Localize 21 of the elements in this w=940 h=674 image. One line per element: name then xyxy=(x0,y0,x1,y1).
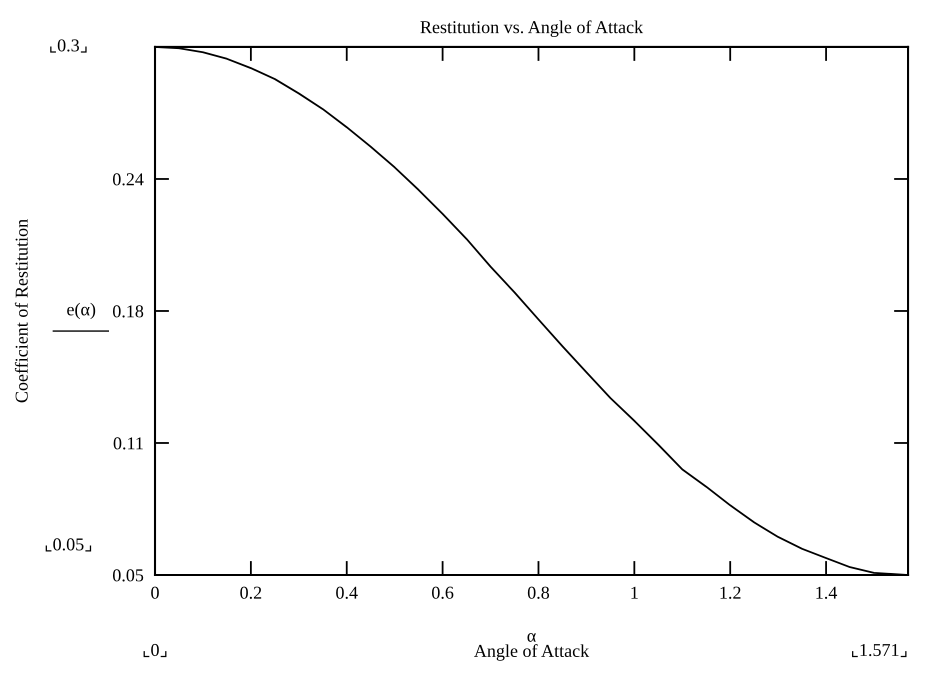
text: ⌞0.3⌟ xyxy=(50,39,87,53)
text: ⌞1.571⌟ xyxy=(852,644,906,658)
x-tick-label: 0.6 xyxy=(432,586,454,599)
x-tick-label: 0.8 xyxy=(528,586,550,599)
x-tick-label: 0.2 xyxy=(240,586,262,599)
text: Coefficient of Restitution xyxy=(14,219,28,402)
text: ⌞0.05⌟ xyxy=(46,538,92,552)
x-tick-label: 0.4 xyxy=(336,586,358,599)
text: α xyxy=(527,633,536,642)
y-tick-label: 0.05 xyxy=(112,569,144,582)
x-tick-label: 1.2 xyxy=(720,586,740,599)
x-tick-label: 1.4 xyxy=(816,586,838,599)
text: ⌞0⌟ xyxy=(144,644,166,658)
x-tick-label: 1 xyxy=(631,586,638,599)
x-tick-label: 0 xyxy=(151,586,159,599)
x-axis-title: Angle of Attack xyxy=(474,644,590,661)
chart-title: Restitution vs. Angle of Attack xyxy=(420,20,644,37)
y-tick-label: 0.11 xyxy=(114,437,143,450)
text: e(α) xyxy=(67,302,96,320)
y-tick-label: 0.24 xyxy=(112,173,144,186)
y-tick-label: 0.18 xyxy=(112,305,144,318)
